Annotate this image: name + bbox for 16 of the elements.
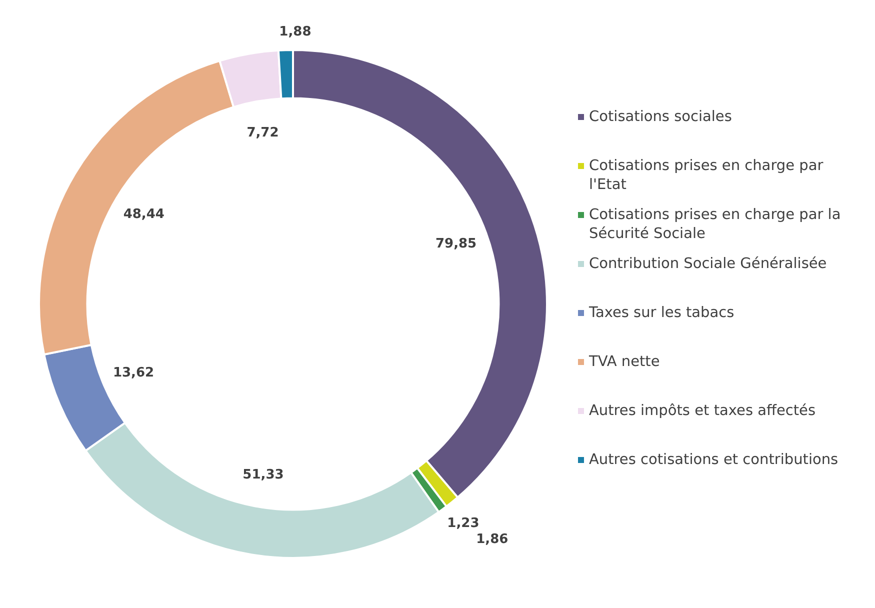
- data-label: 13,62: [112, 365, 154, 380]
- legend-label: Cotisations prises en charge par la Sécurité Sociale: [589, 206, 842, 244]
- legend-label: Cotisations prises en charge par l'Etat: [589, 157, 824, 195]
- data-label: 7,72: [246, 125, 279, 140]
- legend-label: TVA nette: [589, 353, 660, 372]
- data-label: 1,86: [476, 532, 508, 547]
- legend-label: Autres impôts et taxes affectés: [589, 402, 816, 421]
- data-label: 1,23: [447, 516, 480, 532]
- legend-label: Autres cotisations et contributions: [589, 451, 838, 470]
- legend-label: Taxes sur les tabacs: [589, 304, 734, 323]
- legend-label: Contribution Sociale Généralisée: [589, 255, 827, 274]
- data-label: 51,33: [242, 468, 284, 483]
- data-label: 1,88: [279, 24, 312, 40]
- legend-label: Cotisations sociales: [589, 108, 732, 127]
- data-label: 48,44: [123, 207, 164, 222]
- data-label: 79,85: [435, 236, 477, 252]
